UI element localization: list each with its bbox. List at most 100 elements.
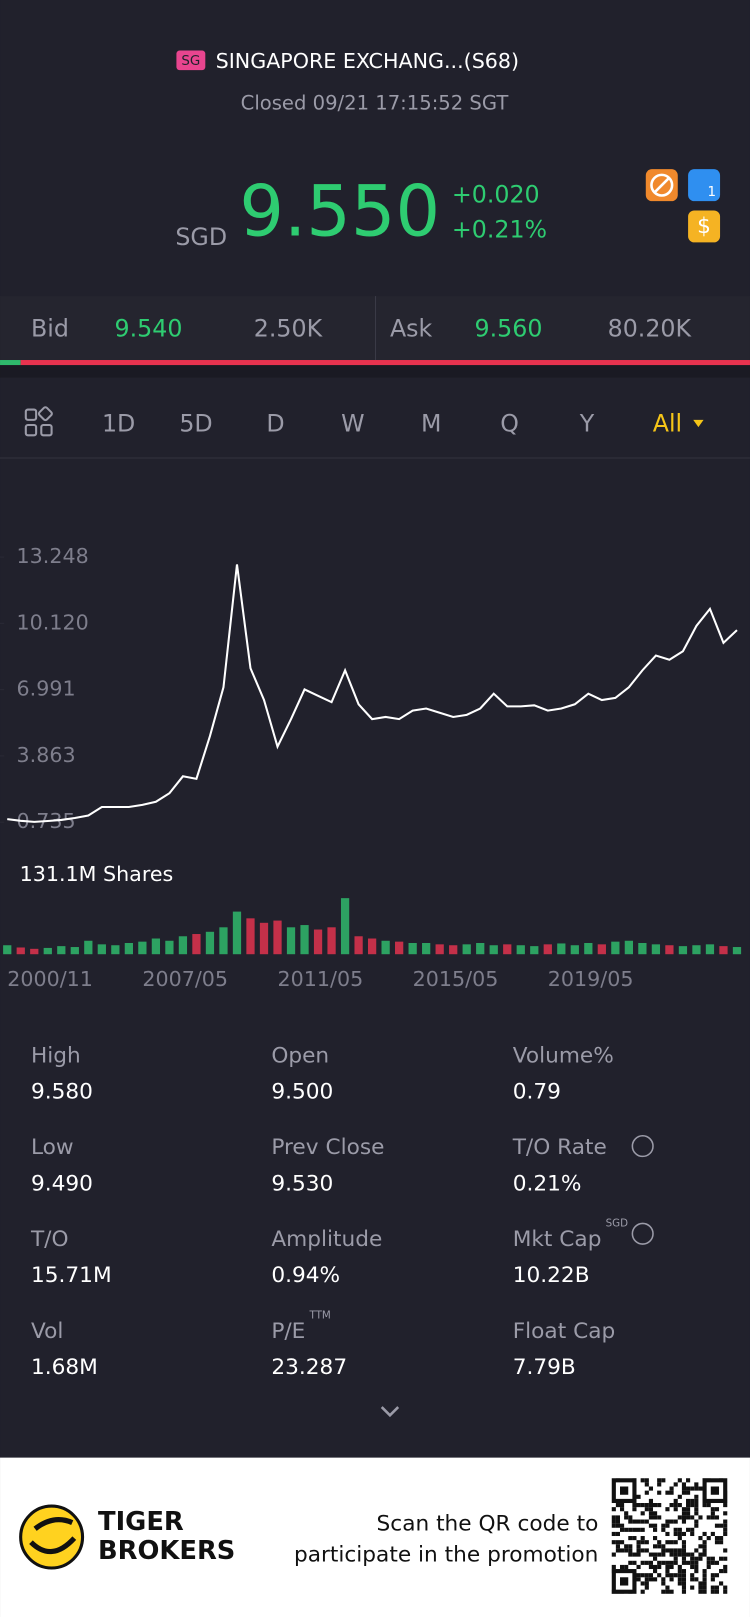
qr-cell: [694, 1519, 699, 1524]
volume-bar: [43, 947, 52, 955]
change-pct: +0.21%: [452, 216, 547, 244]
tab[interactable]: 5D: [179, 410, 212, 438]
volume-bar: [30, 948, 39, 955]
qr-cell: [690, 1560, 695, 1565]
volume-bar: [557, 943, 566, 955]
qr-cell: [644, 1581, 649, 1586]
tab[interactable]: Y: [579, 410, 595, 438]
stat-label: Low: [31, 1135, 74, 1160]
qr-cell: [681, 1519, 687, 1524]
tab[interactable]: Q: [500, 410, 519, 438]
qr-cell: [677, 1478, 682, 1483]
stat-value: 0.21%: [513, 1171, 582, 1196]
qr-cell: [665, 1585, 670, 1590]
qr-cell: [640, 1540, 645, 1545]
qr-cell: [723, 1564, 728, 1570]
qr-cell: [694, 1486, 699, 1491]
qr-cell: [665, 1548, 670, 1553]
qr-cell: [636, 1564, 641, 1570]
qr-cell: [653, 1536, 658, 1541]
tab[interactable]: W: [341, 410, 364, 438]
qr-cell: [624, 1527, 629, 1532]
logo: [19, 1504, 85, 1570]
volume-bar: [246, 918, 255, 955]
qr-cell: [615, 1515, 620, 1520]
tab[interactable]: 1D: [102, 410, 135, 438]
qr-cell: [665, 1531, 670, 1537]
volume-bar: [178, 936, 188, 955]
qr-cell: [681, 1552, 687, 1557]
qr-cell: [690, 1515, 695, 1520]
badge-text: SG: [181, 54, 200, 69]
qr-cell: [657, 1544, 662, 1549]
grid-icon[interactable]: [24, 406, 53, 437]
qr-cell: [611, 1564, 616, 1570]
bid: 9.540: [115, 315, 183, 343]
qr-cell: [644, 1560, 649, 1565]
qr-cell: [723, 1556, 728, 1561]
currency: SGD: [175, 223, 227, 251]
tab[interactable]: All: [653, 410, 682, 438]
y-tick-label: 3.863: [17, 743, 76, 767]
qr-cell: [665, 1560, 670, 1565]
qr-cell: [686, 1511, 691, 1516]
qr-cell: [702, 1569, 707, 1574]
qr-cell: [615, 1523, 620, 1528]
qr-cell: [632, 1503, 637, 1508]
qr-cell: [706, 1556, 711, 1561]
qr-cell: [669, 1573, 674, 1578]
stock-name: SINGAPORE EXCHANG...(S68): [216, 49, 519, 73]
qr-cell: [636, 1573, 641, 1578]
stat-label: Open: [271, 1043, 329, 1068]
volume-bar: [732, 947, 742, 955]
stat-sup: SGD: [606, 1217, 629, 1229]
qr-cell: [681, 1507, 687, 1512]
qr-finder: [710, 1486, 720, 1495]
icon-text: 1: [708, 185, 717, 200]
qr-cell: [706, 1515, 711, 1520]
qr-cell: [653, 1556, 658, 1561]
volume-bar: [449, 945, 458, 955]
qr-cell: [714, 1523, 720, 1528]
qr-cell: [628, 1552, 633, 1557]
qr-cell: [661, 1581, 666, 1586]
qr-cell: [681, 1482, 687, 1487]
stat-label: Mkt Cap: [513, 1227, 602, 1252]
qr-finder: [620, 1486, 629, 1495]
qr-cell: [665, 1589, 670, 1594]
qr-cell: [673, 1548, 678, 1553]
qr-cell: [669, 1486, 674, 1491]
qr-cell: [611, 1507, 616, 1512]
qr-cell: [644, 1573, 649, 1578]
qr-cell: [657, 1560, 662, 1565]
tab[interactable]: M: [421, 410, 441, 438]
volume-bar: [692, 945, 701, 955]
qr-cell: [673, 1498, 678, 1504]
qr-cell: [673, 1503, 678, 1508]
qr-cell: [706, 1536, 711, 1541]
qr-cell: [723, 1523, 728, 1528]
qr-finder: [620, 1577, 629, 1586]
qr-cell: [698, 1536, 703, 1541]
volume-bar: [124, 942, 133, 955]
qr-cell: [686, 1498, 691, 1504]
change: +0.020: [452, 181, 540, 209]
qr-cell: [694, 1503, 699, 1508]
qr-cell: [673, 1527, 678, 1532]
price: 9.550: [239, 171, 440, 253]
qr-cell: [669, 1540, 674, 1545]
qr-cell: [669, 1577, 674, 1582]
qr-cell: [611, 1523, 616, 1528]
qr-cell: [681, 1486, 687, 1491]
qr-cell: [677, 1515, 682, 1520]
qr-cell: [698, 1544, 703, 1549]
info-icon[interactable]: [631, 1222, 654, 1245]
qr-cell: [681, 1581, 687, 1586]
qr-cell: [690, 1556, 695, 1561]
promo-text: participate in the promotion: [294, 1543, 598, 1568]
tab[interactable]: D: [266, 410, 284, 438]
volume-bar: [624, 940, 633, 955]
info-icon[interactable]: [631, 1134, 654, 1158]
ask-size: 80.20K: [608, 315, 693, 343]
expand-arrow[interactable]: [380, 1406, 400, 1418]
